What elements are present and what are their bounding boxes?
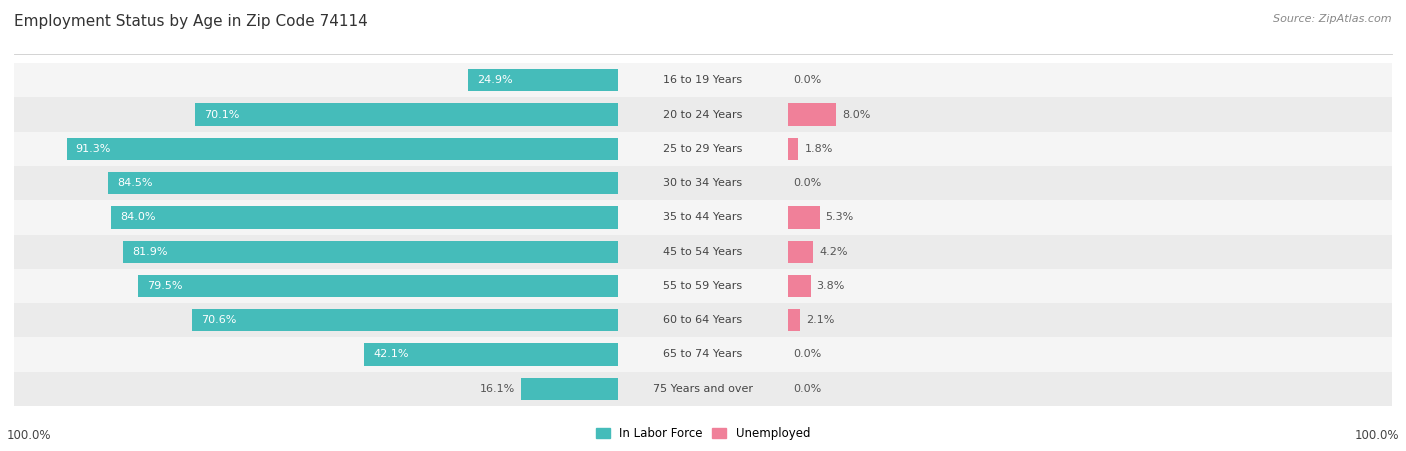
Bar (787, 138, 799, 160)
Text: 0.0%: 0.0% (793, 178, 823, 188)
Text: 0.0%: 0.0% (793, 384, 823, 394)
Text: Employment Status by Age in Zip Code 74114: Employment Status by Age in Zip Code 741… (14, 14, 368, 28)
Legend: In Labor Force, Unemployed: In Labor Force, Unemployed (591, 422, 815, 445)
Text: 25 to 29 Years: 25 to 29 Years (664, 144, 742, 154)
Bar (14, 372, 1392, 406)
Bar (787, 240, 813, 263)
Text: 42.1%: 42.1% (373, 350, 409, 359)
Text: 84.5%: 84.5% (117, 178, 152, 188)
Bar (468, 69, 619, 92)
Bar (14, 132, 1392, 166)
Text: 65 to 74 Years: 65 to 74 Years (664, 350, 742, 359)
Text: 60 to 64 Years: 60 to 64 Years (664, 315, 742, 325)
Text: 45 to 54 Years: 45 to 54 Years (664, 247, 742, 257)
Bar (787, 275, 811, 297)
Text: 24.9%: 24.9% (477, 75, 513, 85)
Text: 79.5%: 79.5% (148, 281, 183, 291)
Text: 20 to 24 Years: 20 to 24 Years (664, 110, 742, 120)
Text: 0.0%: 0.0% (793, 75, 823, 85)
Bar (787, 103, 837, 126)
Bar (14, 269, 1392, 303)
Bar (108, 172, 619, 194)
Text: 1.8%: 1.8% (804, 144, 832, 154)
Bar (195, 103, 619, 126)
Text: 5.3%: 5.3% (825, 212, 853, 222)
Text: 91.3%: 91.3% (76, 144, 111, 154)
Text: Source: ZipAtlas.com: Source: ZipAtlas.com (1274, 14, 1392, 23)
Text: 70.6%: 70.6% (201, 315, 236, 325)
Bar (14, 166, 1392, 200)
Bar (14, 200, 1392, 235)
Bar (14, 235, 1392, 269)
Text: 16.1%: 16.1% (479, 384, 515, 394)
Text: 100.0%: 100.0% (1354, 429, 1399, 442)
Text: 30 to 34 Years: 30 to 34 Years (664, 178, 742, 188)
Bar (138, 275, 619, 297)
Bar (14, 337, 1392, 372)
Bar (787, 206, 820, 229)
Bar (14, 63, 1392, 97)
Text: 81.9%: 81.9% (132, 247, 167, 257)
Bar (124, 240, 619, 263)
Bar (111, 206, 619, 229)
Bar (191, 309, 619, 331)
Text: 4.2%: 4.2% (820, 247, 848, 257)
Bar (14, 97, 1392, 132)
Bar (66, 138, 619, 160)
Text: 8.0%: 8.0% (842, 110, 870, 120)
Text: 84.0%: 84.0% (120, 212, 155, 222)
Text: 100.0%: 100.0% (7, 429, 52, 442)
Bar (364, 343, 619, 366)
Text: 0.0%: 0.0% (793, 350, 823, 359)
Text: 70.1%: 70.1% (204, 110, 239, 120)
Text: 55 to 59 Years: 55 to 59 Years (664, 281, 742, 291)
Text: 3.8%: 3.8% (817, 281, 845, 291)
Text: 75 Years and over: 75 Years and over (652, 384, 754, 394)
Text: 35 to 44 Years: 35 to 44 Years (664, 212, 742, 222)
Bar (14, 303, 1392, 337)
Bar (522, 377, 619, 400)
Bar (787, 309, 800, 331)
Text: 2.1%: 2.1% (807, 315, 835, 325)
Text: 16 to 19 Years: 16 to 19 Years (664, 75, 742, 85)
